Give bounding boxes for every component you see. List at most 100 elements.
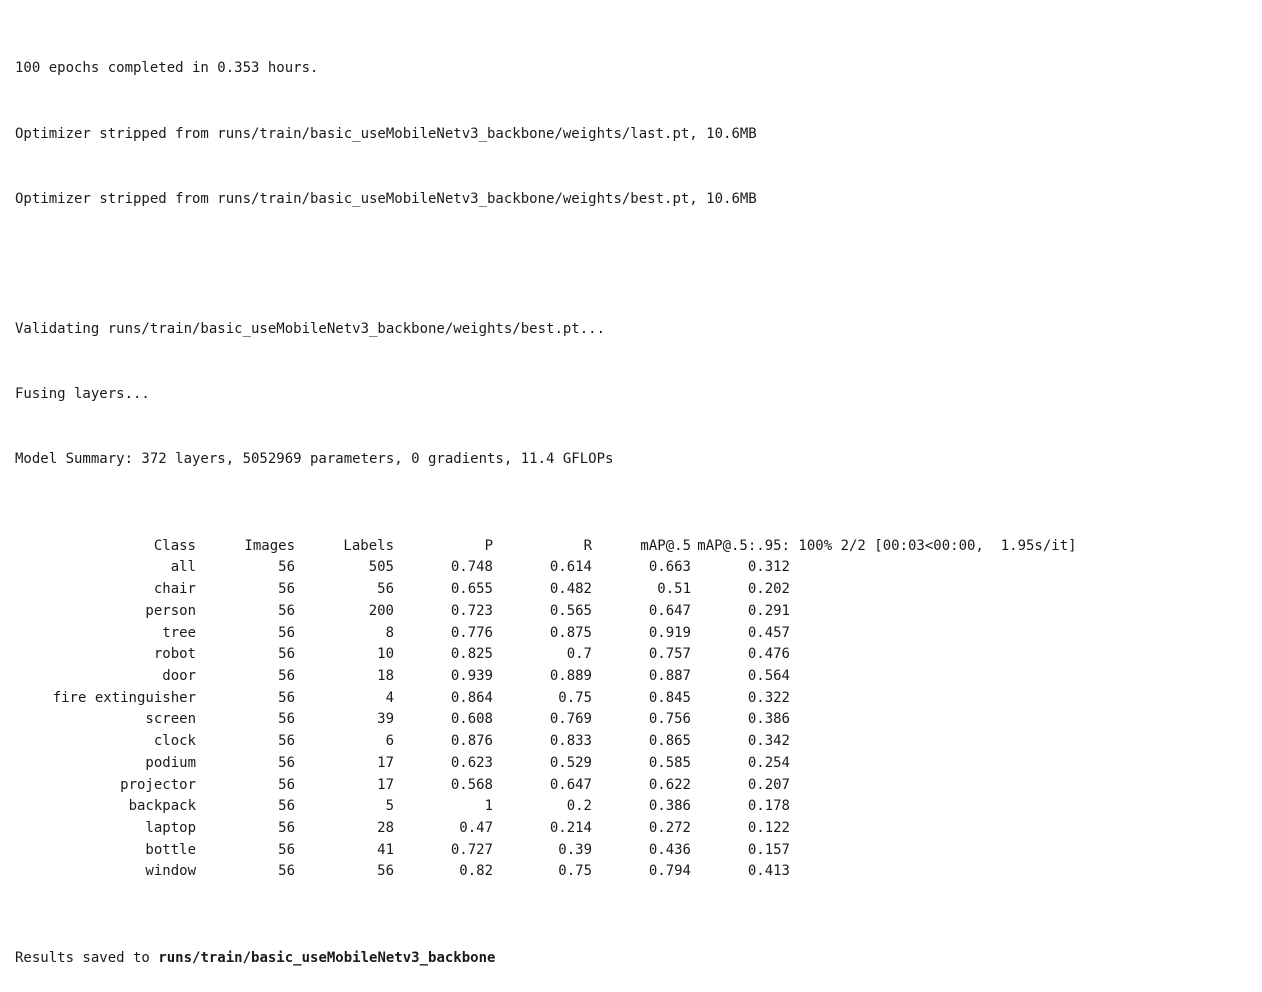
cell-map50-95: 0.457 [747, 624, 790, 641]
cell-labels: 41 [377, 841, 394, 858]
table-row: door 56 18 0.939 0.889 0.887 0.564 [15, 666, 1077, 688]
table-row: window 56 56 0.82 0.75 0.794 0.413 [15, 861, 1077, 883]
cell-precision: 0.776 [450, 624, 493, 641]
table-row: all 56 505 0.748 0.614 0.663 0.312 [15, 557, 1077, 579]
cell-images: 56 [278, 841, 295, 858]
cell-recall: 0.7 [566, 646, 592, 663]
cell-map50: 0.585 [648, 754, 691, 771]
log-line-last-weights: Optimizer stripped from runs/train/basic… [15, 125, 757, 142]
cell-images: 56 [278, 863, 295, 880]
cell-precision: 0.623 [450, 754, 493, 771]
cell-map50-95: 0.413 [747, 863, 790, 880]
cell-images: 56 [278, 646, 295, 663]
cell-map50: 0.794 [648, 863, 691, 880]
cell-recall: 0.2 [566, 798, 592, 815]
cell-precision: 0.727 [450, 841, 493, 858]
table-row: chair 56 56 0.655 0.482 0.51 0.202 [15, 579, 1077, 601]
cell-recall: 0.889 [549, 667, 592, 684]
log-line-fusing: Fusing layers... [15, 385, 150, 402]
log-line-epochs: 100 epochs completed in 0.353 hours. [15, 60, 319, 77]
log-line-validating: Validating runs/train/basic_useMobileNet… [15, 320, 606, 337]
cell-map50-95: 0.291 [747, 602, 790, 619]
cell-images: 56 [278, 754, 295, 771]
cell-map50: 0.51 [657, 581, 691, 598]
cell-labels: 5 [385, 798, 394, 815]
log-line-best-weights: Optimizer stripped from runs/train/basic… [15, 190, 757, 207]
cell-precision: 0.723 [450, 602, 493, 619]
header-labels: Labels [343, 537, 394, 554]
cell-labels: 8 [385, 624, 394, 641]
cell-recall: 0.769 [549, 711, 592, 728]
cell-labels: 17 [377, 776, 394, 793]
blank-line [15, 254, 1262, 276]
terminal-output: 100 epochs completed in 0.353 hours. Opt… [15, 15, 1262, 992]
cell-labels: 28 [377, 819, 394, 836]
cell-recall: 0.833 [549, 733, 592, 750]
cell-recall: 0.875 [549, 624, 592, 641]
table-row: laptop 56 28 0.47 0.214 0.272 0.122 [15, 818, 1077, 840]
cell-recall: 0.647 [549, 776, 592, 793]
cell-class: all [170, 559, 196, 576]
cell-map50: 0.663 [648, 559, 691, 576]
cell-labels: 6 [385, 733, 394, 750]
header-r: R [583, 537, 592, 554]
metrics-body: all 56 505 0.748 0.614 0.663 0.312 chair 56 56 0.6… [15, 557, 1077, 883]
cell-precision: 0.82 [459, 863, 493, 880]
metrics-table: Class Images Labels P R mAP@.5 mAP@.5:.9… [15, 536, 1077, 883]
cell-precision: 0.47 [459, 819, 493, 836]
cell-images: 56 [278, 689, 295, 706]
cell-precision: 0.876 [450, 733, 493, 750]
cell-precision: 0.748 [450, 559, 493, 576]
cell-map50: 0.647 [648, 602, 691, 619]
cell-recall: 0.529 [549, 754, 592, 771]
table-row: person 56 200 0.723 0.565 0.647 0.291 [15, 601, 1077, 623]
cell-map50: 0.919 [648, 624, 691, 641]
cell-map50-95: 0.476 [747, 646, 790, 663]
table-row: bottle 56 41 0.727 0.39 0.436 0.157 [15, 840, 1077, 862]
cell-labels: 39 [377, 711, 394, 728]
cell-class: laptop [145, 819, 196, 836]
table-row: tree 56 8 0.776 0.875 0.919 0.457 [15, 623, 1077, 645]
header-map50-95: mAP@.5:.95: [697, 537, 790, 554]
cell-map50: 0.845 [648, 689, 691, 706]
table-row: podium 56 17 0.623 0.529 0.585 0.254 [15, 753, 1077, 775]
results-path: runs/train/basic_useMobileNetv3_backbone [158, 950, 496, 967]
cell-class: chair [153, 581, 196, 598]
cell-map50: 0.757 [648, 646, 691, 663]
cell-precision: 0.568 [450, 776, 493, 793]
cell-map50: 0.436 [648, 841, 691, 858]
table-row: backpack 56 5 1 0.2 0.386 0.178 [15, 796, 1077, 818]
cell-map50-95: 0.202 [747, 581, 790, 598]
cell-labels: 17 [377, 754, 394, 771]
cell-precision: 0.939 [450, 667, 493, 684]
header-p: P [484, 537, 493, 554]
cell-images: 56 [278, 711, 295, 728]
cell-map50: 0.386 [648, 798, 691, 815]
cell-map50-95: 0.342 [747, 733, 790, 750]
table-row: projector 56 17 0.568 0.647 0.622 0.207 [15, 775, 1077, 797]
cell-recall: 0.75 [558, 689, 592, 706]
cell-labels: 56 [377, 863, 394, 880]
results-prefix: Results saved to [15, 950, 159, 967]
cell-labels: 56 [377, 581, 394, 598]
cell-map50: 0.756 [648, 711, 691, 728]
cell-map50-95: 0.254 [747, 754, 790, 771]
cell-map50: 0.865 [648, 733, 691, 750]
cell-class: podium [145, 754, 196, 771]
cell-images: 56 [278, 667, 295, 684]
cell-class: clock [153, 733, 196, 750]
cell-precision: 0.655 [450, 581, 493, 598]
cell-images: 56 [278, 733, 295, 750]
cell-images: 56 [278, 581, 295, 598]
table-row: fire extinguisher 56 4 0.864 0.75 0.845 0.322 [15, 688, 1077, 710]
cell-map50-95: 0.386 [747, 711, 790, 728]
cell-labels: 18 [377, 667, 394, 684]
cell-class: bottle [145, 841, 196, 858]
cell-images: 56 [278, 624, 295, 641]
cell-recall: 0.214 [549, 819, 592, 836]
cell-map50-95: 0.157 [747, 841, 790, 858]
cell-map50-95: 0.207 [747, 776, 790, 793]
table-row: screen 56 39 0.608 0.769 0.756 0.386 [15, 709, 1077, 731]
log-line-model-summary: Model Summary: 372 layers, 5052969 param… [15, 450, 614, 467]
cell-class: backpack [128, 798, 196, 815]
